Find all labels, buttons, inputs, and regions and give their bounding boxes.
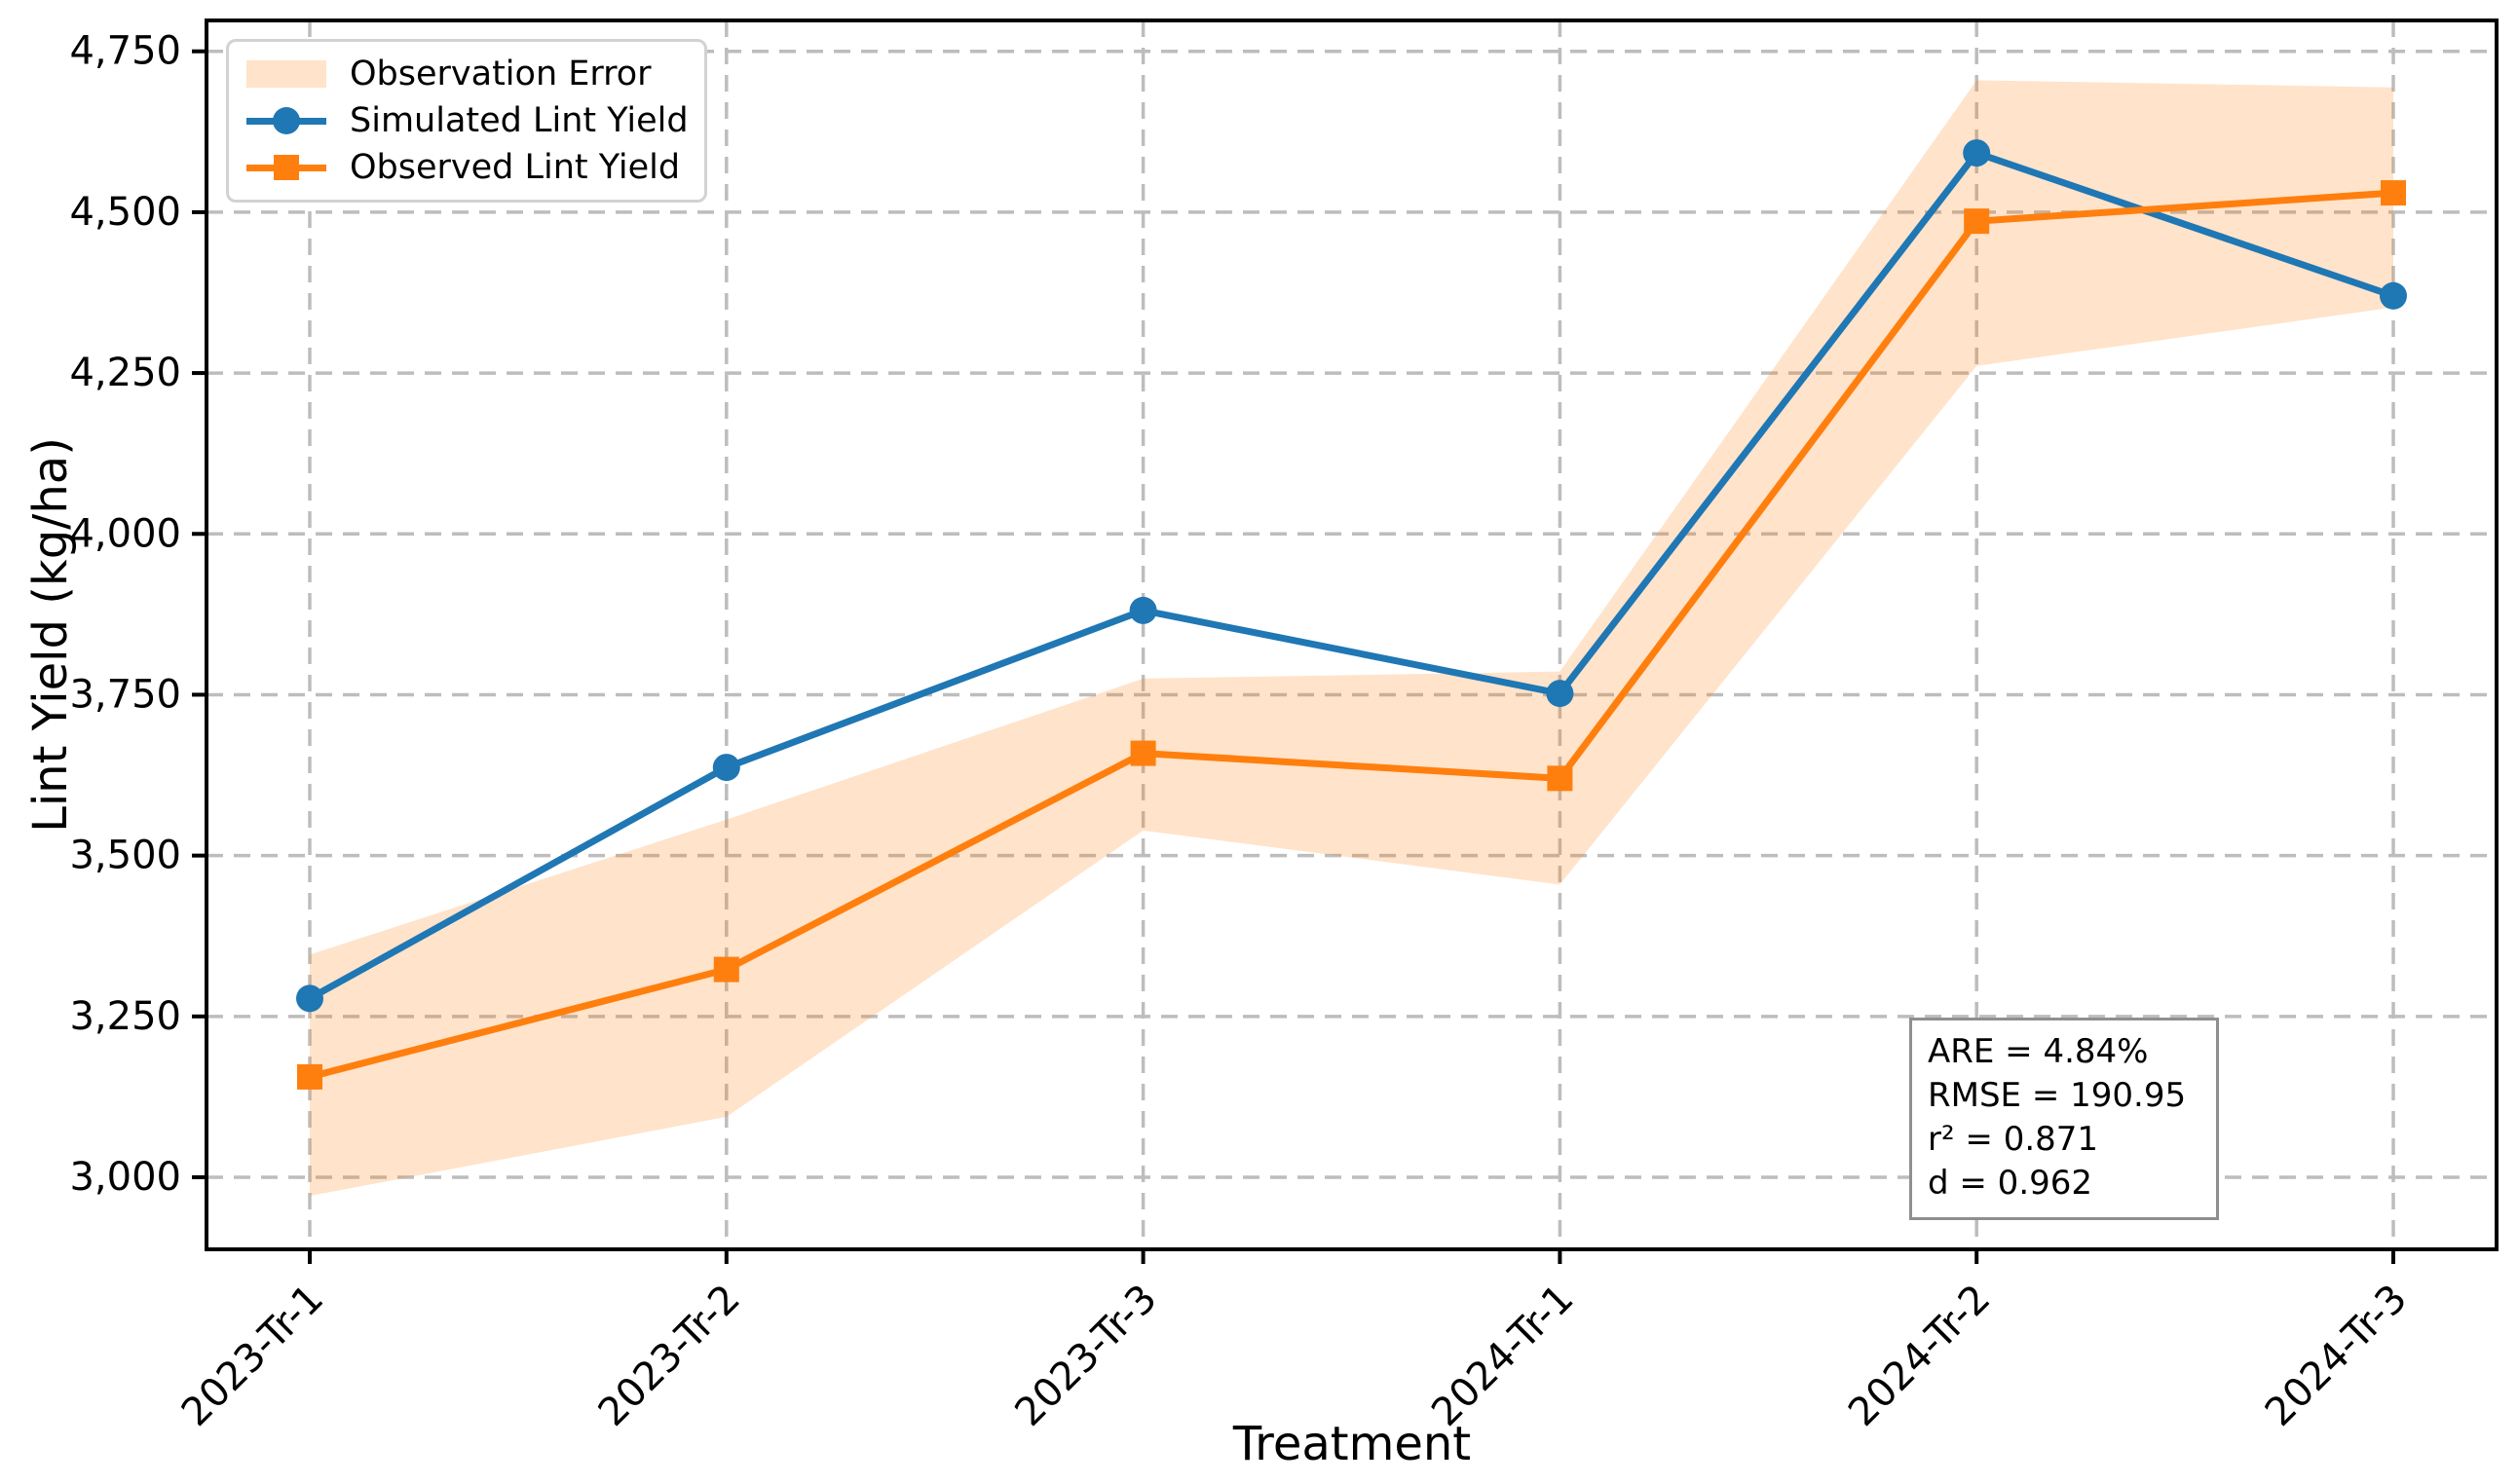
- simulated-marker: [1963, 139, 1991, 167]
- simulated-marker: [1546, 680, 1574, 708]
- x-tick-label: 2024-Tr-1: [1423, 1277, 1582, 1435]
- stats-line-d: d = 0.962: [1928, 1164, 2093, 1203]
- simulated-line-swatch: [246, 106, 326, 135]
- y-tick-label: 3,250: [69, 994, 181, 1039]
- x-tick-label: 2023-Tr-1: [173, 1277, 332, 1435]
- simulated-marker: [296, 984, 323, 1013]
- stats-line-r2: r² = 0.871: [1928, 1120, 2099, 1159]
- observed-marker: [713, 956, 739, 983]
- legend-item-observed: Observed Lint Yield: [246, 145, 687, 190]
- legend-item-simulated: Simulated Lint Yield: [246, 98, 689, 143]
- y-tick-label: 4,750: [69, 29, 181, 74]
- y-tick-label: 3,000: [69, 1155, 181, 1200]
- simulated-line: [306, 149, 2397, 1002]
- observed-line-icon: [246, 155, 326, 180]
- legend-label-observation-error: Observation Error: [350, 54, 652, 93]
- circle-marker-icon: [273, 107, 300, 134]
- stats-box: ARE = 4.84% RMSE = 190.95 r² = 0.871 d =…: [1909, 1018, 2219, 1220]
- observed-marker: [1964, 208, 1990, 235]
- x-tick-label: 2024-Tr-2: [1840, 1277, 1999, 1435]
- stats-line-rmse: RMSE = 190.95: [1928, 1076, 2187, 1115]
- observed-line: [306, 189, 2397, 1081]
- y-tick-label: 4,500: [69, 190, 181, 235]
- error-band-patch-icon: [246, 60, 326, 88]
- legend-label-observed: Observed Lint Yield: [350, 147, 681, 187]
- axes-frame: [205, 19, 2499, 1251]
- observed-marker: [1547, 765, 1573, 792]
- x-tick-label: 2023-Tr-2: [590, 1277, 749, 1435]
- error-band-swatch: [246, 59, 326, 89]
- simulated-line-icon: [246, 107, 326, 134]
- legend-label-simulated: Simulated Lint Yield: [350, 100, 689, 140]
- y-tick-label: 4,250: [69, 351, 181, 395]
- y-tick-label: 4,000: [69, 511, 181, 556]
- stats-line-are: ARE = 4.84%: [1928, 1032, 2149, 1071]
- observed-marker: [1130, 740, 1156, 766]
- observed-line-swatch: [246, 153, 326, 182]
- observed-marker: [297, 1063, 322, 1090]
- y-tick-label: 3,750: [69, 672, 181, 717]
- x-tick-label: 2023-Tr-3: [1006, 1277, 1165, 1435]
- y-tick-label: 3,500: [69, 834, 181, 878]
- y-axis-label: Lint Yield (kg/ha): [23, 437, 78, 833]
- legend: Observation Error Simulated Lint Yield O…: [226, 39, 707, 203]
- x-tick-label: 2024-Tr-3: [2257, 1277, 2416, 1435]
- legend-item-observation-error: Observation Error: [246, 52, 687, 96]
- square-marker-icon: [274, 155, 299, 180]
- simulated-marker: [2380, 281, 2407, 310]
- simulated-marker: [1129, 596, 1157, 624]
- observed-marker: [2381, 180, 2406, 206]
- simulated-marker: [712, 754, 740, 782]
- x-axis-label: Treatment: [1232, 1417, 1472, 1471]
